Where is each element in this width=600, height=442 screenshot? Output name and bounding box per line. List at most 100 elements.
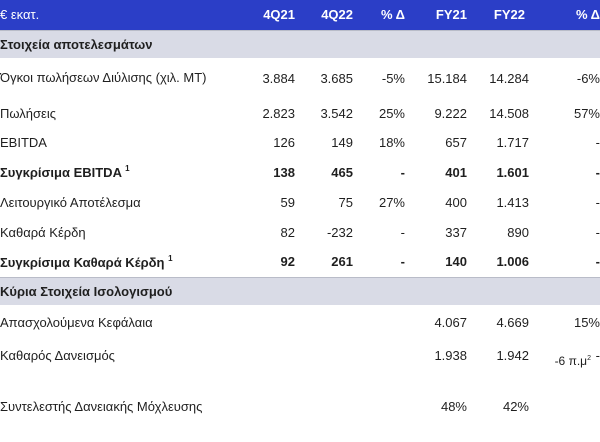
cell-fy22: 890	[507, 225, 529, 240]
table-row: Συγκρίσιμα EBITDA 1 138 465 - 401 1.601 …	[0, 157, 600, 187]
cell-fy-change: -6 π.μ2	[529, 354, 600, 442]
section-title: Στοιχεία αποτελεσμάτων	[0, 29, 600, 58]
cell-q-change: -	[400, 164, 405, 180]
cell-4q22: 3.542	[320, 105, 353, 121]
cell-fy21: 337	[445, 225, 467, 240]
cell-fy-change: 15%	[573, 315, 600, 330]
cell-fy22: 1.006	[496, 254, 529, 270]
table-row: Καθαρά Κέρδη 82 -232 - 337 890 -	[0, 218, 600, 247]
table-row: Απασχολούμενα Κεφάλαια 4.067 4.669 15%	[0, 305, 600, 340]
row-label: Όγκοι πωλήσεων Διύλισης (χιλ. ΜΤ)	[0, 70, 207, 85]
col-header-fy-change: % Δ	[575, 7, 600, 23]
section-header-balance: Κύρια Στοιχεία Ισολογισμού	[0, 276, 600, 305]
cell-4q22: 261	[331, 254, 353, 270]
cell-fy-change: -	[595, 254, 600, 270]
cell-fy-change: -	[595, 135, 600, 150]
row-label: Συγκρίσιμα Καθαρά Κέρδη	[0, 254, 165, 270]
cell-q-change	[353, 370, 405, 442]
cell-q-change	[353, 340, 405, 370]
cell-4q21: 92	[280, 254, 295, 270]
cell-q-change: -	[400, 254, 405, 270]
unit-header: € εκατ.	[0, 7, 40, 23]
cell-fy21: 15.184	[427, 70, 467, 86]
cell-fy-change: -	[595, 164, 600, 180]
cell-fy-change: -	[595, 225, 600, 240]
cell-q-change: 25%	[378, 105, 405, 121]
cell-4q21: 138	[273, 164, 295, 180]
cell-4q22: -232	[326, 225, 353, 240]
cell-4q21: 2.823	[262, 105, 295, 121]
section-title: Κύρια Στοιχεία Ισολογισμού	[0, 276, 600, 305]
footnote-marker: 1	[125, 164, 130, 173]
row-label: Λειτουργικό Αποτέλεσμα	[0, 195, 141, 210]
col-header-4q21: 4Q21	[263, 7, 295, 23]
cell-q-change	[353, 305, 405, 340]
cell-fy22: 42%	[502, 398, 529, 414]
cell-4q22: 3.685	[320, 70, 353, 86]
footnote-marker: 2	[587, 355, 591, 362]
row-label: Καθαρά Κέρδη	[0, 225, 86, 240]
cell-q-change: 27%	[378, 195, 405, 210]
table-row: EBITDA 126 149 18% 657 1.717 -	[0, 128, 600, 157]
row-label: EBITDA	[0, 135, 47, 150]
cell-fy21: 1.938	[434, 347, 467, 363]
cell-4q22: 149	[331, 135, 353, 150]
cell-4q21: 3.884	[262, 70, 295, 86]
cell-4q22: 465	[331, 164, 353, 180]
table-row: Συγκρίσιμα Καθαρά Κέρδη 1 92 261 - 140 1…	[0, 247, 600, 277]
cell-fy-change: 57%	[573, 105, 600, 121]
cell-4q21: 82	[280, 225, 295, 240]
cell-fy22: 1.942	[496, 347, 529, 363]
col-header-q-change: % Δ	[380, 7, 405, 23]
cell-4q21: 59	[280, 195, 295, 210]
cell-fy21: 140	[445, 254, 467, 270]
cell-fy21: 9.222	[434, 105, 467, 121]
cell-4q22	[295, 340, 353, 370]
table-row: Καθαρός Δανεισμός 1.938 1.942 -	[0, 340, 600, 370]
cell-fy21: 401	[445, 164, 467, 180]
cell-fy21: 657	[445, 135, 467, 150]
cell-fy21: 4.067	[434, 315, 467, 330]
cell-4q22: 75	[338, 195, 353, 210]
table-row: Λειτουργικό Αποτέλεσμα 59 75 27% 400 1.4…	[0, 187, 600, 218]
cell-fy22: 1.601	[496, 164, 529, 180]
cell-q-change: -	[400, 225, 405, 240]
table-header: € εκατ. 4Q21 4Q22 % Δ FY21 FY22 % Δ	[0, 0, 600, 30]
cell-q-change: -5%	[381, 70, 405, 86]
table-row: Πωλήσεις 2.823 3.542 25% 9.222 14.508 57…	[0, 98, 600, 128]
cell-q-change: 18%	[378, 135, 405, 150]
cell-4q22	[295, 370, 353, 442]
row-label-cell: Συγκρίσιμα EBITDA 1	[0, 157, 243, 187]
cell-fy22: 14.508	[489, 105, 529, 121]
col-header-4q22: 4Q22	[321, 7, 353, 23]
row-label: Συγκρίσιμα EBITDA	[0, 165, 122, 180]
cell-fy21: 400	[445, 195, 467, 210]
cell-4q22	[295, 305, 353, 340]
cell-fy22: 14.284	[489, 70, 529, 86]
row-label: Συντελεστής Δανειακής Μόχλευσης	[0, 398, 203, 414]
cell-fy22: 1.717	[496, 135, 529, 150]
row-label: Απασχολούμενα Κεφάλαια	[0, 315, 153, 330]
row-label: Πωλήσεις	[0, 105, 56, 121]
cell-fy-change: -6%	[576, 70, 600, 86]
table-row: Συντελεστής Δανειακής Μόχλευσης 48% 42% …	[0, 354, 600, 442]
cell-4q21	[243, 370, 295, 442]
cell-4q21	[243, 340, 295, 370]
row-label-cell: Συγκρίσιμα Καθαρά Κέρδη 1	[0, 247, 243, 277]
section-header-results: Στοιχεία αποτελεσμάτων	[0, 29, 600, 58]
note-text: -6 π.μ	[554, 354, 588, 368]
footnote-marker: 1	[168, 253, 173, 263]
cell-fy22: 4.669	[496, 315, 529, 330]
cell-fy22: 1.413	[496, 195, 529, 210]
cell-4q21: 126	[273, 135, 295, 150]
row-label: Καθαρός Δανεισμός	[0, 347, 115, 363]
cell-fy-change: -	[595, 195, 600, 210]
table-row: Όγκοι πωλήσεων Διύλισης (χιλ. ΜΤ) 3.884 …	[0, 58, 600, 98]
cell-4q21	[243, 305, 295, 340]
cell-fy-change: -	[595, 347, 600, 363]
leverage-change-note: -6 π.μ2	[555, 354, 591, 368]
col-header-fy21: FY21	[435, 7, 467, 23]
col-header-fy22: FY22	[493, 7, 525, 23]
cell-fy21: 48%	[440, 398, 467, 414]
